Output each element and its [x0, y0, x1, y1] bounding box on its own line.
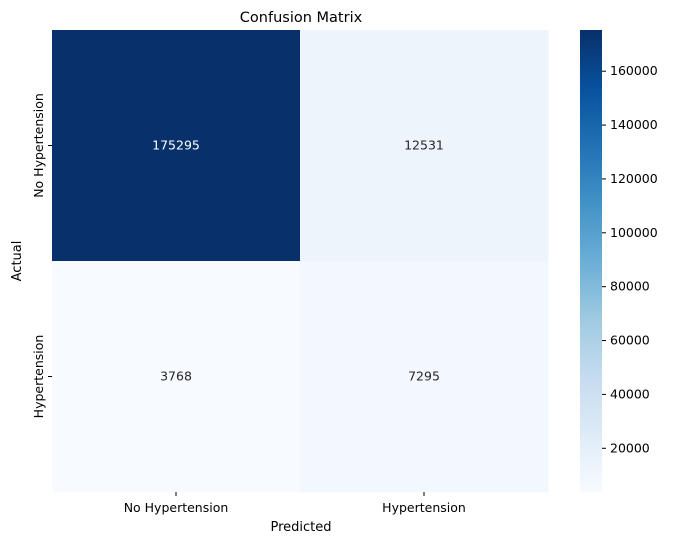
colorbar-tick-label: 60000: [610, 333, 650, 348]
heatmap-cell-labels: 175295 12531 3768 7295: [152, 138, 444, 384]
x-tick-label: No Hypertension: [124, 500, 229, 515]
colorbar-tick-label: 80000: [610, 279, 650, 294]
heatmap-cell: [52, 261, 301, 493]
colorbar-tick-label: 40000: [610, 386, 650, 401]
colorbar-tick-label: 120000: [610, 171, 658, 186]
x-axis: No Hypertension Hypertension: [124, 492, 466, 515]
y-axis: No Hypertension Hypertension: [31, 93, 52, 418]
heatmap-cells: [52, 30, 549, 493]
y-tick-label: No Hypertension: [31, 93, 46, 198]
colorbar-tick-label: 160000: [610, 63, 658, 78]
colorbar-axis: 20000 40000 60000 80000 100000 120000 140000 16…: [602, 63, 658, 455]
y-axis-label: Actual: [10, 241, 25, 282]
y-tick-label: Hypertension: [31, 335, 46, 419]
heatmap-cell: [52, 30, 301, 262]
x-axis-label: Predicted: [270, 520, 331, 535]
cell-value-label: 175295: [152, 138, 200, 153]
heatmap-cell: [300, 261, 549, 493]
heatmap-cell: [300, 30, 549, 262]
cell-value-label: 3768: [160, 369, 192, 384]
colorbar-tick-label: 20000: [610, 440, 650, 455]
cell-value-label: 12531: [404, 138, 444, 153]
x-tick-label: Hypertension: [382, 500, 466, 515]
cell-value-label: 7295: [408, 369, 440, 384]
colorbar-tick-label: 140000: [610, 117, 658, 132]
chart-title: Confusion Matrix: [240, 10, 363, 26]
colorbar: [580, 30, 602, 492]
colorbar-tick-label: 100000: [610, 225, 658, 240]
